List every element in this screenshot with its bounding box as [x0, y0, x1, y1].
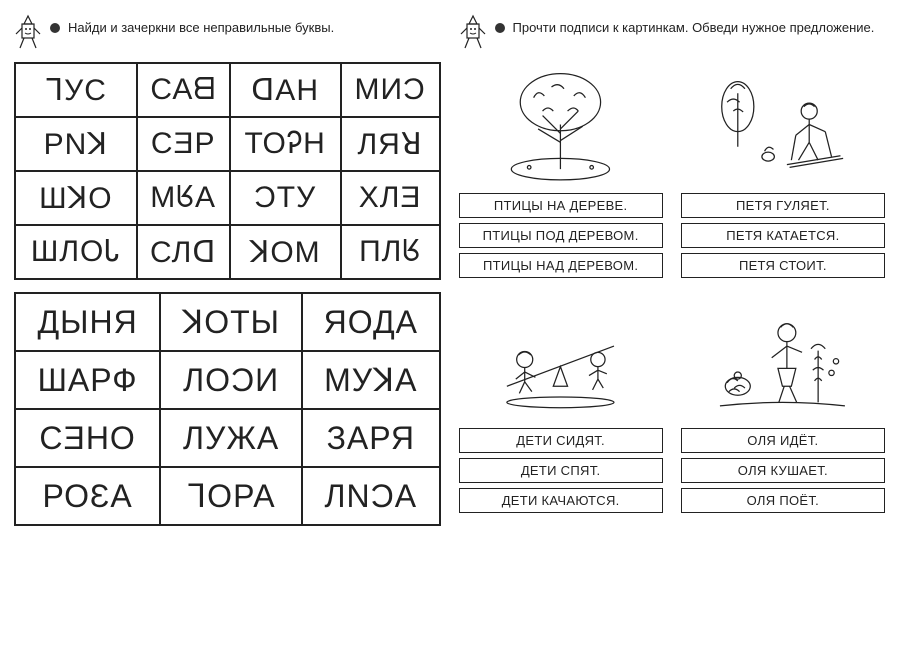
- letter-cell: ЗАРЯ: [302, 409, 439, 467]
- picture-block: ПЕТЯ ГУЛЯЕТ. ПЕТЯ КАТАЕТСЯ. ПЕТЯ СТОИТ.: [681, 62, 885, 283]
- picture-girl-walk: [681, 297, 885, 422]
- letter-cell: ШЛOᏓ: [15, 225, 137, 279]
- letter-cell: ШАРФ: [15, 351, 160, 409]
- letter-cell: ХЛƎ: [341, 171, 440, 225]
- letter-cell: ЛУЖА: [160, 409, 302, 467]
- letter-cell: ПЛᖉ: [341, 225, 440, 279]
- letter-cell: СЛᗡ: [137, 225, 230, 279]
- pencil-mascot-icon: [14, 14, 42, 52]
- letter-cell: МИƆ: [341, 63, 440, 117]
- caption-option[interactable]: ДЕТИ СПЯТ.: [459, 458, 663, 483]
- instruction-text-left: Найди и зачеркни все неправильные буквы.: [68, 14, 334, 37]
- letter-cell: СƎР: [137, 117, 230, 171]
- picture-seesaw: [459, 297, 663, 422]
- caption-option[interactable]: ДЕТИ СИДЯТ.: [459, 428, 663, 453]
- caption-option[interactable]: ОЛЯ КУШАЕТ.: [681, 458, 885, 483]
- letter-table-1: ᒣУССАᗺᗡАНМИƆ РNꓘСƎРТОᎮНЛЯꓤ ШꓘОМᖉАƆТУХЛƎ ШЛO…: [14, 62, 441, 280]
- caption-option[interactable]: ОЛЯ ИДЁТ.: [681, 428, 885, 453]
- letter-cell: СƎНО: [15, 409, 160, 467]
- letter-cell: ЛЯꓤ: [341, 117, 440, 171]
- worksheet-page: Найди и зачеркни все неправильные буквы.…: [14, 14, 885, 538]
- letter-cell: ꓘОМ: [230, 225, 341, 279]
- letter-cell: МУꓘА: [302, 351, 439, 409]
- instruction-left: Найди и зачеркни все неправильные буквы.: [14, 14, 441, 52]
- letter-cell: ᗡАН: [230, 63, 341, 117]
- letter-cell: ᒣОРА: [160, 467, 302, 525]
- letter-cell: ЯОДА: [302, 293, 439, 351]
- pencil-mascot-icon: [459, 14, 487, 52]
- picture-block: ПТИЦЫ НА ДЕРЕВЕ. ПТИЦЫ ПОД ДЕРЕВОМ. ПТИЦЫ …: [459, 62, 663, 283]
- letter-cell: САᗺ: [137, 63, 230, 117]
- letter-cell: ꓘОТЫ: [160, 293, 302, 351]
- letter-cell: РNꓘ: [15, 117, 137, 171]
- picture-tree: [459, 62, 663, 187]
- letter-cell: ДЫНЯ: [15, 293, 160, 351]
- letter-cell: ШꓘО: [15, 171, 137, 225]
- caption-option[interactable]: ПЕТЯ СТОИТ.: [681, 253, 885, 278]
- letter-table-2: ДЫНЯꓘОТЫЯОДА ШАРФЛОƆИМУꓘА СƎНОЛУЖАЗАРЯ РОƐА…: [14, 292, 441, 526]
- caption-option[interactable]: ПТИЦЫ НА ДЕРЕВЕ.: [459, 193, 663, 218]
- caption-option[interactable]: ПТИЦЫ ПОД ДЕРЕВОМ.: [459, 223, 663, 248]
- picture-block: ОЛЯ ИДЁТ. ОЛЯ КУШАЕТ. ОЛЯ ПОЁТ.: [681, 297, 885, 518]
- picture-boy-ski: [681, 62, 885, 187]
- letter-cell: ЛОƆИ: [160, 351, 302, 409]
- right-column: Прочти подписи к картинкам. Обведи нужно…: [459, 14, 886, 538]
- instruction-text-right: Прочти подписи к картинкам. Обведи нужно…: [513, 14, 875, 37]
- caption-option[interactable]: ПЕТЯ ГУЛЯЕТ.: [681, 193, 885, 218]
- letter-cell: ЛNƆА: [302, 467, 439, 525]
- letter-cell: ƆТУ: [230, 171, 341, 225]
- letter-cell: ᒣУС: [15, 63, 137, 117]
- letter-cell: МᖉА: [137, 171, 230, 225]
- picture-block: ДЕТИ СИДЯТ. ДЕТИ СПЯТ. ДЕТИ КАЧАЮТСЯ.: [459, 297, 663, 518]
- letter-cell: ТОᎮН: [230, 117, 341, 171]
- caption-option[interactable]: ДЕТИ КАЧАЮТСЯ.: [459, 488, 663, 513]
- bullet-icon: [50, 23, 60, 33]
- instruction-right: Прочти подписи к картинкам. Обведи нужно…: [459, 14, 886, 52]
- bullet-icon: [495, 23, 505, 33]
- letter-cell: РОƐА: [15, 467, 160, 525]
- caption-option[interactable]: ПЕТЯ КАТАЕТСЯ.: [681, 223, 885, 248]
- caption-option[interactable]: ПТИЦЫ НАД ДЕРЕВОМ.: [459, 253, 663, 278]
- left-column: Найди и зачеркни все неправильные буквы.…: [14, 14, 441, 538]
- picture-grid: ПТИЦЫ НА ДЕРЕВЕ. ПТИЦЫ ПОД ДЕРЕВОМ. ПТИЦЫ …: [459, 62, 886, 518]
- caption-option[interactable]: ОЛЯ ПОЁТ.: [681, 488, 885, 513]
